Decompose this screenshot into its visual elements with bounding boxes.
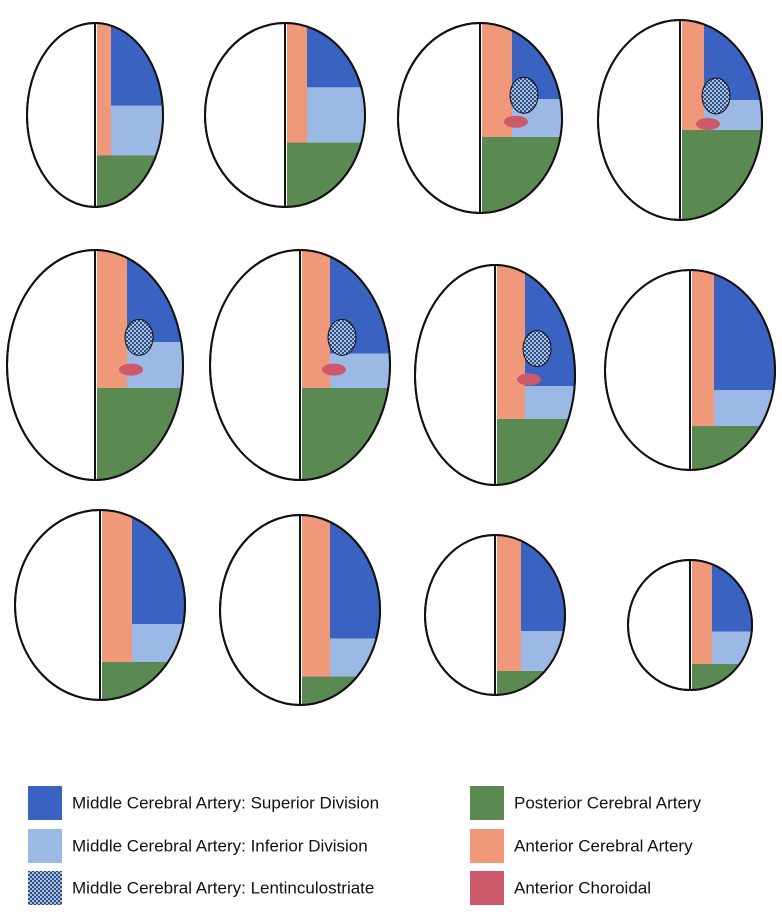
brain-slice xyxy=(597,19,763,221)
slice-border xyxy=(219,514,381,706)
slice-border xyxy=(6,249,184,481)
posterior-territory xyxy=(692,664,752,690)
posterior-territory xyxy=(682,130,762,220)
anterior-territory xyxy=(97,23,111,189)
legend-swatch xyxy=(470,829,504,863)
brain-slice xyxy=(204,22,366,208)
brain-slice xyxy=(627,559,753,691)
choroidal-territory xyxy=(517,373,541,386)
territories xyxy=(287,23,365,207)
territories xyxy=(97,23,163,207)
choroidal-territory xyxy=(504,115,528,128)
brain-slice xyxy=(26,22,164,208)
legend-swatch xyxy=(28,829,62,863)
anterior-territory xyxy=(692,560,712,677)
mca-superior-territory xyxy=(111,23,163,106)
mca-inferior-territory xyxy=(111,105,163,156)
choroidal-territory xyxy=(322,363,346,376)
posterior-territory xyxy=(102,662,185,700)
mca-superior-territory xyxy=(525,265,575,386)
legend-label: Anterior Choroidal xyxy=(514,878,651,897)
anterior-territory xyxy=(102,510,132,681)
territories xyxy=(97,250,183,480)
mca-inferior-territory xyxy=(132,624,185,662)
posterior-territory xyxy=(302,388,390,480)
lenticulostriate-territory xyxy=(509,76,539,114)
slice-border xyxy=(414,264,576,486)
posterior-territory xyxy=(97,155,163,207)
anterior-territory xyxy=(302,515,330,686)
posterior-territory xyxy=(97,388,183,480)
lenticulostriate-territory xyxy=(327,318,357,356)
slice-border xyxy=(597,19,763,221)
legend-label: Anterior Cerebral Artery xyxy=(514,836,693,855)
slice-border xyxy=(627,559,753,691)
legend-label: Middle Cerebral Artery: Lentinculostriat… xyxy=(72,878,374,897)
slice-border xyxy=(604,269,776,471)
territories xyxy=(682,20,762,220)
legend-label: Posterior Cerebral Artery xyxy=(514,793,702,812)
mca-superior-territory xyxy=(330,515,380,639)
mca-inferior-territory xyxy=(307,87,365,143)
brain-slice xyxy=(14,509,186,701)
slice-border xyxy=(424,534,566,696)
choroidal-territory xyxy=(696,118,720,130)
brain-slice xyxy=(209,249,391,481)
lenticulostriate-territory xyxy=(701,77,731,115)
brain-slice xyxy=(414,264,576,486)
legend: Middle Cerebral Artery: Superior Divisio… xyxy=(28,786,702,905)
legend-label: Middle Cerebral Artery: Inferior Divisio… xyxy=(72,836,368,855)
mca-inferior-territory xyxy=(525,386,575,419)
mca-superior-territory xyxy=(132,510,185,624)
legend-swatch xyxy=(470,871,504,905)
choroidal-territory xyxy=(119,363,143,376)
territories xyxy=(692,270,775,470)
mca-superior-territory xyxy=(521,535,565,631)
slice-border xyxy=(397,22,563,214)
brain-slice xyxy=(604,269,776,471)
mca-superior-territory xyxy=(712,560,752,632)
brain-slice xyxy=(397,22,563,214)
slice-border xyxy=(14,509,186,701)
anterior-territory xyxy=(692,270,714,450)
slice-border xyxy=(209,249,391,481)
brain-slice xyxy=(6,249,184,481)
slice-border xyxy=(204,22,366,208)
legend-label: Middle Cerebral Artery: Superior Divisio… xyxy=(72,793,379,812)
lenticulostriate-territory xyxy=(124,318,154,356)
territories xyxy=(302,250,390,480)
legend-swatch xyxy=(470,786,504,820)
mca-superior-territory xyxy=(714,270,775,390)
lenticulostriate-territory xyxy=(522,330,552,368)
brain-slices xyxy=(6,19,776,706)
brain-slice xyxy=(219,514,381,706)
anterior-territory xyxy=(497,535,521,679)
posterior-territory xyxy=(482,137,562,213)
legend-swatch xyxy=(28,786,62,820)
posterior-territory xyxy=(287,142,365,207)
brain-slice xyxy=(424,534,566,696)
legend-swatch xyxy=(28,871,62,905)
mca-inferior-territory xyxy=(521,631,565,671)
slice-border xyxy=(26,22,164,208)
posterior-territory xyxy=(692,426,775,470)
territories xyxy=(482,23,562,213)
